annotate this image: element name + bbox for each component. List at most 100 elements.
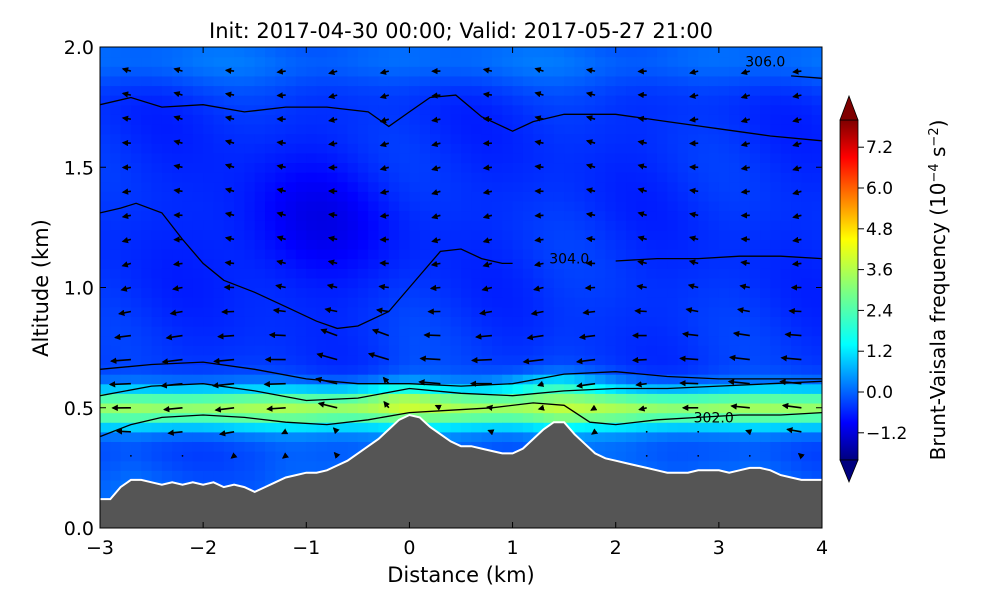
field-cell xyxy=(120,85,132,96)
field-cell xyxy=(265,210,276,221)
wind-vector xyxy=(486,404,493,412)
field-cell xyxy=(626,229,637,240)
field-cell xyxy=(172,143,184,154)
field-cell xyxy=(234,460,245,471)
field-cell xyxy=(430,152,441,164)
field-cell xyxy=(192,152,204,164)
field-cell xyxy=(543,268,555,279)
field-cell xyxy=(203,277,215,289)
wind-vector xyxy=(276,211,286,218)
field-cell xyxy=(378,297,390,308)
field-cell xyxy=(801,152,813,164)
field-cell xyxy=(357,354,369,366)
field-cell xyxy=(780,239,792,250)
field-cell xyxy=(481,47,493,58)
field-cell xyxy=(409,354,421,366)
field-cell xyxy=(388,287,400,298)
field-cell xyxy=(357,162,369,173)
field-cell xyxy=(811,287,822,298)
field-cell xyxy=(285,56,297,67)
field-cell xyxy=(801,335,813,346)
wind-vector xyxy=(169,309,183,316)
wind-vector xyxy=(160,382,183,389)
field-cell xyxy=(357,422,369,433)
field-cell xyxy=(100,287,111,298)
field-cell xyxy=(605,152,617,164)
field-cell xyxy=(244,162,256,173)
field-cell xyxy=(512,66,524,77)
wind-vector xyxy=(585,115,596,122)
field-cell xyxy=(378,123,390,135)
field-cell xyxy=(306,66,318,77)
field-cell xyxy=(595,123,606,135)
field-cell xyxy=(192,172,204,183)
field-cell xyxy=(100,47,111,58)
field-cell xyxy=(646,354,658,366)
field-cell xyxy=(481,75,493,87)
field-cell xyxy=(265,191,276,202)
field-cell xyxy=(491,383,503,394)
field-cell xyxy=(161,422,173,433)
field-cell xyxy=(791,249,802,260)
field-cell xyxy=(553,172,565,183)
field-cell xyxy=(564,306,576,317)
field-cell xyxy=(718,104,730,115)
field-cell xyxy=(780,220,792,231)
field-cell xyxy=(100,181,111,192)
field-cell xyxy=(388,152,400,164)
field-cell xyxy=(357,95,369,106)
field-cell xyxy=(656,75,668,87)
field-cell xyxy=(574,220,586,231)
field-cell xyxy=(502,297,514,308)
field-cell xyxy=(780,345,792,356)
field-cell xyxy=(461,66,472,77)
wind-vector xyxy=(276,92,286,99)
field-cell xyxy=(316,249,328,260)
field-cell xyxy=(120,229,132,240)
wind-vector xyxy=(792,212,802,220)
field-cell xyxy=(533,47,545,58)
field-cell xyxy=(584,345,596,356)
field-cell xyxy=(110,325,122,337)
field-cell xyxy=(698,229,710,240)
field-cell xyxy=(780,200,792,212)
field-cell xyxy=(368,210,380,221)
field-cell xyxy=(172,460,184,471)
field-cell xyxy=(595,162,606,173)
field-cell xyxy=(100,364,111,375)
field-cell xyxy=(440,258,452,269)
field-cell xyxy=(801,47,813,58)
field-cell xyxy=(295,123,307,135)
field-cell xyxy=(615,335,627,346)
field-cell xyxy=(522,354,534,366)
field-cell xyxy=(285,229,297,240)
field-cell xyxy=(770,114,782,125)
field-cell xyxy=(223,345,235,356)
field-cell xyxy=(811,239,822,250)
field-cell xyxy=(450,85,462,96)
field-cell xyxy=(739,354,751,366)
field-cell xyxy=(646,441,658,452)
field-cell xyxy=(275,364,287,375)
field-cell xyxy=(502,191,514,202)
field-cell xyxy=(533,229,545,240)
field-cell xyxy=(584,133,596,144)
field-cell xyxy=(626,249,637,260)
wind-vector xyxy=(697,455,700,457)
field-cell xyxy=(275,316,287,327)
field-cell xyxy=(151,451,163,462)
field-cell xyxy=(388,335,400,346)
field-cell xyxy=(244,220,256,231)
field-cell xyxy=(295,277,307,289)
field-cell xyxy=(440,210,452,221)
field-cell xyxy=(130,306,142,317)
field-cell xyxy=(533,393,545,404)
field-cell xyxy=(368,85,380,96)
field-cell xyxy=(780,143,792,154)
wind-vector xyxy=(418,379,441,386)
field-cell xyxy=(605,258,617,269)
field-cell xyxy=(213,191,225,202)
field-cell xyxy=(254,181,266,192)
wind-vector xyxy=(792,92,802,99)
field-cell xyxy=(244,335,256,346)
